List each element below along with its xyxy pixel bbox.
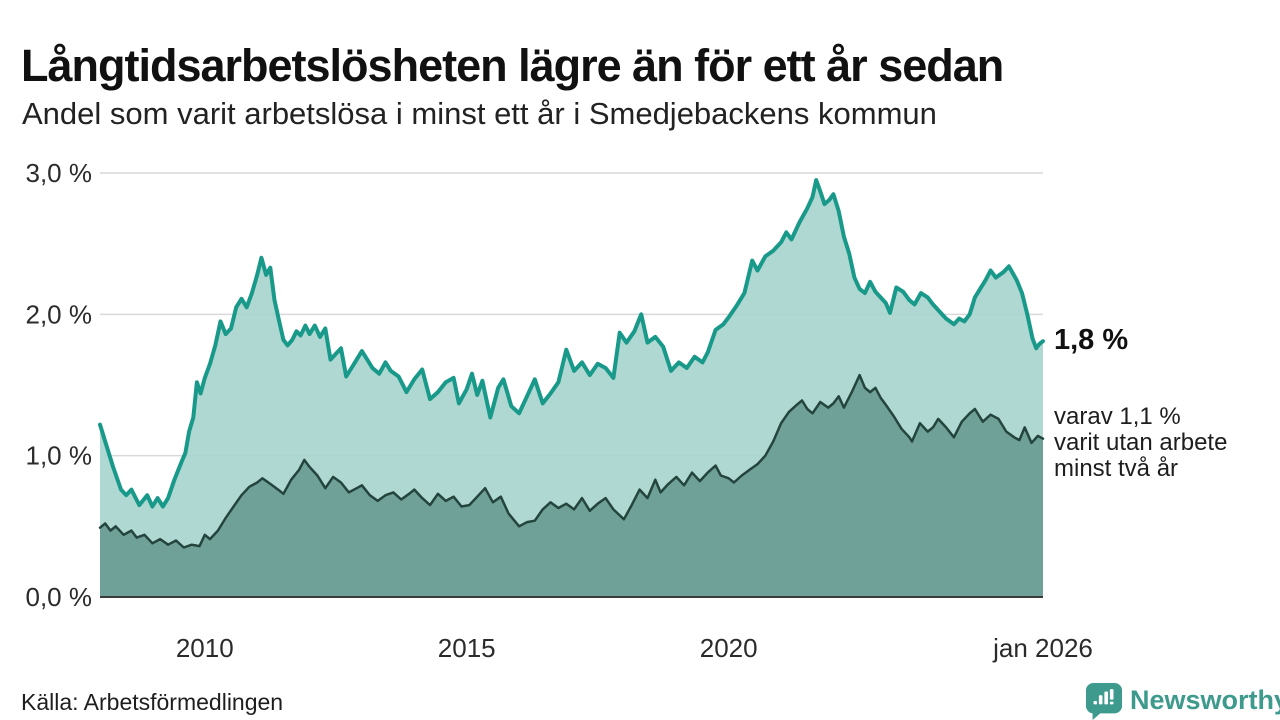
bubble-shape (1085, 682, 1123, 720)
y-tick-label: 2,0 % (26, 299, 93, 329)
newsworthy-bubble-icon (1085, 682, 1123, 720)
bar-chart-glyph (1093, 689, 1114, 705)
x-tick-label: jan 2026 (992, 633, 1093, 663)
x-tick-label: 2020 (700, 633, 758, 663)
y-tick-label: 1,0 % (26, 441, 93, 471)
secondary-annotation-line1: varav 1,1 % (1054, 403, 1181, 430)
x-tick-label: 2010 (176, 633, 234, 663)
secondary-annotation-line3: minst två år (1054, 455, 1179, 482)
source-note: Källa: Arbetsförmedlingen (21, 689, 284, 715)
series-line-1 (98, 178, 1045, 509)
secondary-annotation: varav 1,1 % varit utan arbete minst två … (1054, 404, 1227, 482)
series-line-2 (98, 373, 1045, 549)
y-tick-label: 0,0 % (26, 582, 93, 612)
page-title: Långtidsarbetslösheten lägre än för ett … (21, 40, 1004, 92)
chart-subtitle: Andel som varit arbetslösa i minst ett å… (22, 96, 937, 131)
series-area-2 (100, 375, 1043, 597)
secondary-annotation-line2: varit utan arbete (1054, 429, 1228, 456)
brand-name: Newsworthy (1130, 685, 1280, 715)
latest-value-label: 1,8 % (1054, 324, 1129, 356)
x-tick-label: 2015 (438, 633, 496, 663)
y-tick-label: 3,0 % (26, 158, 93, 188)
newsworthy-logo: Newsworthy (1085, 682, 1280, 720)
